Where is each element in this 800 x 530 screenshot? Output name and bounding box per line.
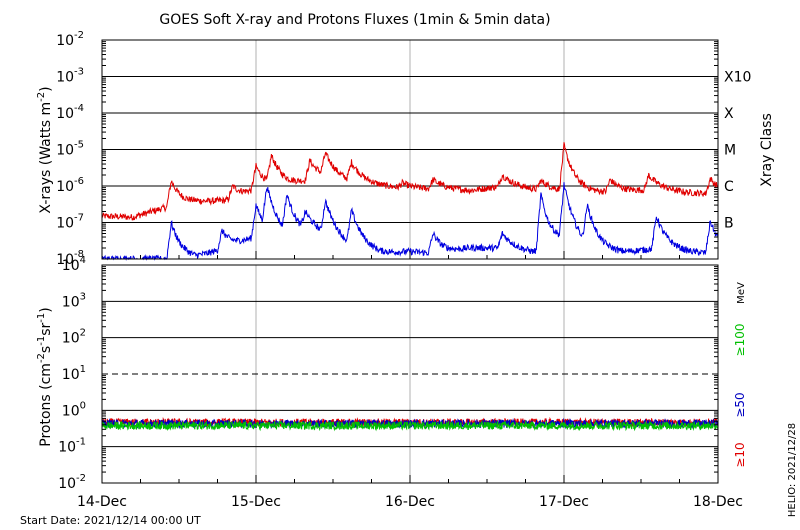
time-tick-label: 15-Dec — [231, 494, 281, 510]
time-axis: 14-Dec 15-Dec 16-Dec 17-Dec 18-Dec — [77, 251, 743, 510]
proton-legend-entry: ≥50 — [733, 392, 747, 417]
proton-tick-label: 101 — [62, 364, 86, 383]
energy-unit-label: MeV — [736, 282, 747, 304]
proton-tick-label: 10-1 — [58, 437, 86, 456]
time-tick-label: 17-Dec — [539, 494, 589, 510]
proton-legend-entry: ≥10 — [733, 442, 747, 467]
xray-class-axis-label: Xray Class — [759, 113, 775, 187]
xray-class-label: C — [724, 179, 734, 195]
proton-tick-label: 102 — [62, 328, 86, 347]
proton-series-line — [101, 419, 719, 432]
time-tick-label: 14-Dec — [77, 494, 127, 510]
proton-axis-label: Protons (cm-2s-1sr-1) — [36, 307, 54, 446]
xray-panel: 10-2 10-3 10-4 10-5 10-6 10-7 10-8 X10 X M C B — [56, 30, 751, 268]
proton-tick-label: 104 — [62, 255, 86, 274]
xray-class-label: X — [724, 106, 734, 122]
xray-axis-label: X-rays (Watts m-2) — [36, 86, 54, 213]
proton-tick-label: 103 — [62, 291, 86, 310]
xray-tick-label: 10-6 — [56, 176, 84, 195]
proton-tick-label: 100 — [62, 400, 86, 419]
time-tick-label: 16-Dec — [385, 494, 435, 510]
xray-tick-label: 10-7 — [56, 213, 84, 232]
xray-long-channel-line — [101, 142, 719, 221]
xray-tick-label: 10-8 — [56, 249, 84, 268]
proton-tick-label: 10-2 — [58, 473, 86, 492]
credit-label: HELIO: 2021/12/28 — [787, 423, 798, 517]
xray-tick-label: 10-4 — [56, 103, 84, 122]
time-tick-label: 18-Dec — [693, 494, 743, 510]
xray-class-label: M — [724, 143, 736, 159]
xray-tick-label: 10-2 — [56, 30, 84, 49]
start-date-label: Start Date: 2021/12/14 00:00 UT — [20, 514, 201, 527]
xray-tick-label: 10-3 — [56, 67, 84, 86]
xray-tick-label: 10-5 — [56, 140, 84, 159]
xray-class-label: B — [724, 216, 734, 232]
proton-panel: 104 103 102 101 100 10-1 10-2 ≥100 ≥50 ≥10 — [58, 255, 747, 492]
chart-title: GOES Soft X-ray and Protons Fluxes (1min… — [159, 12, 550, 28]
xray-class-label: X10 — [724, 70, 751, 86]
proton-legend-entry: ≥100 — [733, 324, 747, 357]
